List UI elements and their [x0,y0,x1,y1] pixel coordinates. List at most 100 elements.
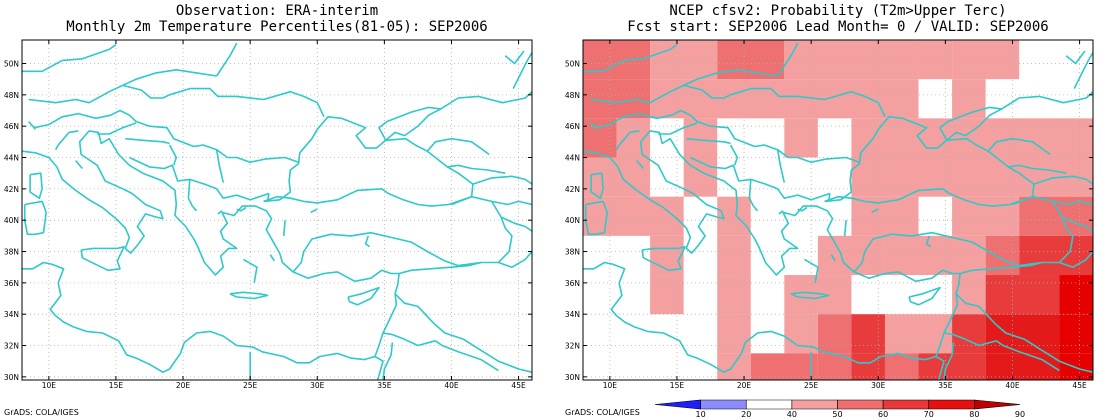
lon-tick-label: 40E [444,381,459,390]
left-title-line2: Monthly 2m Temperature Percentiles(81-05… [66,19,488,35]
coastline [374,355,384,380]
coastline [426,137,490,156]
coastline [583,44,678,73]
prob-cell [717,235,751,276]
coastline [33,109,299,163]
coastline [748,179,759,212]
lon-tick-label: 45E [511,381,526,390]
prob-cell [817,314,852,354]
colorbar-label: 40 [787,410,797,419]
coastline [347,286,380,306]
lat-tick-label: 46N [4,122,19,131]
prob-cell [851,196,919,236]
prob-cell [717,353,751,380]
coastline [497,216,513,264]
coastline [589,84,685,104]
lon-tick-label: 20E [737,381,752,390]
coastline [824,116,1035,207]
coastline [75,160,84,170]
coastline [310,208,318,214]
colorbar-swatch [700,399,747,410]
coastline [434,340,499,372]
lat-tick-label: 50N [4,60,19,69]
prob-cell [952,196,1020,236]
prob-cell [717,196,751,236]
coastline [97,122,137,135]
coastline [830,254,836,262]
colorbar-label: 20 [741,410,751,419]
coastline [1058,216,1074,264]
coastline [378,106,442,141]
coastline [269,254,275,262]
prob-cell [1059,275,1093,315]
lat-tick-label: 38N [565,248,580,257]
prob-cell [784,40,919,80]
prob-cell [985,314,1060,354]
prob-cell [952,314,986,354]
lat-tick-label: 30N [565,373,580,382]
coastline [447,164,506,174]
lat-tick-label: 30N [4,373,19,382]
left-title-line1: Observation: ERA-interim [175,3,379,19]
coastline [594,109,860,163]
coastline [987,137,1051,156]
coastline [451,195,532,206]
coastline [584,200,608,236]
prob-cell [1059,353,1093,380]
coastline [22,44,117,73]
coastline [853,231,1093,273]
coastline [491,200,532,232]
colorbar-label: 50 [832,410,842,419]
lat-tick-label: 42N [565,185,580,194]
coastline [217,210,223,215]
coastline [935,355,945,380]
left-panel-title: Observation: ERA-interim Monthly 2m Temp… [22,3,532,35]
lat-tick-label: 40N [565,216,580,225]
coastline [690,156,831,201]
right-title-line1: NCEP cfsv2: Probability (T2m>Upper Terc) [669,3,1007,19]
coastline [1073,52,1093,89]
map-frame [582,39,1094,381]
prob-cell [583,79,651,119]
coastline [266,193,270,202]
coastline [129,156,270,201]
lon-tick-label: 15E [109,381,124,390]
right-panel-title: NCEP cfsv2: Probability (T2m>Upper Terc)… [583,3,1093,35]
prob-cell [583,196,684,236]
lon-tick-label: 25E [243,381,258,390]
coastline [236,206,247,212]
coastline [80,246,125,272]
left-credit: GrADS: COLA/IGES [4,408,79,417]
coastline [1001,91,1093,110]
prob-cell [683,118,718,158]
prob-cell [583,118,617,158]
prob-cell [918,353,986,380]
colorbar-swatch [837,399,884,410]
coastline [729,144,739,166]
coastline [229,291,269,300]
colorbar-label: 90 [1015,410,1025,419]
lon-tick-label: 30E [871,381,886,390]
right-title-line2: Fcst start: SEP2006 Lead Month= 0 / VALI… [627,19,1049,35]
lat-tick-label: 46N [565,122,580,131]
coastline [1033,175,1093,185]
coastline [122,84,325,118]
colorbar-swatch [654,399,701,410]
lat-tick-label: 32N [4,342,19,351]
prob-cell [884,235,986,276]
right-map: 10E 15E 20E 25E 30E 35E 40E 45E 50N 48N 46N 44N 42N 4… [565,39,1094,390]
lon-tick-label: 30E [310,381,325,390]
coastline [955,293,1093,373]
lat-tick-label: 48N [565,91,580,100]
coastline [504,50,525,65]
lon-tick-label: 35E [938,381,953,390]
coastline [54,130,79,151]
prob-cell [1019,235,1093,276]
prob-cell [952,40,1020,80]
colorbar-label: 70 [924,410,934,419]
right-credit: GrADS: COLA/IGES [565,408,640,417]
coastline [1008,164,1067,174]
colorbar-label: 80 [969,410,979,419]
coastline [215,42,238,77]
colorbar-swatch [882,399,930,410]
